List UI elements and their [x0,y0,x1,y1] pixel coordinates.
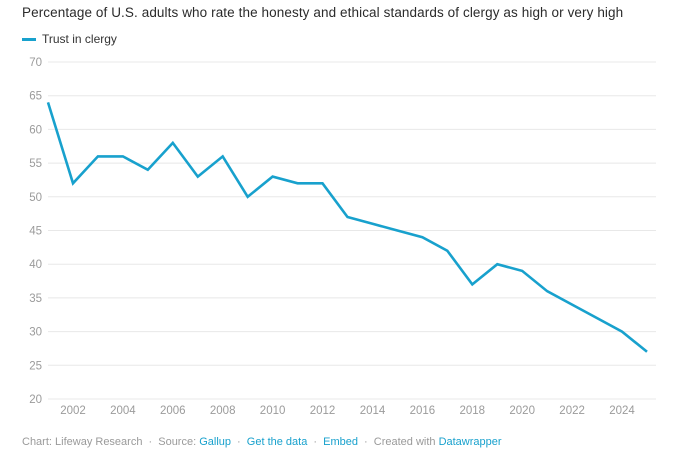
footer-link-gallup[interactable]: Gallup [199,436,231,448]
footer-text: Source: [158,436,200,448]
footer-text-lifeway-research: Lifeway Research [55,436,143,448]
x-axis-tick-label: 2006 [160,405,186,417]
y-axis-tick-label: 50 [29,192,42,204]
y-axis-tick-label: 45 [29,226,42,238]
y-axis-tick-label: 40 [29,259,42,271]
x-axis-tick-label: 2022 [559,405,585,417]
footer-link-get-the-data[interactable]: Get the data [246,436,308,448]
x-axis-tick-label: 2002 [60,405,86,417]
x-axis-tick-label: 2024 [609,405,635,417]
x-axis-tick-label: 2016 [410,405,436,417]
footer-text: Created with [373,436,439,448]
y-axis-tick-label: 30 [29,327,42,339]
footer-link-datawrapper[interactable]: Datawrapper [438,436,502,448]
y-axis-tick-label: 60 [29,124,42,136]
x-axis-tick-label: 2004 [110,405,136,417]
y-axis-tick-label: 20 [29,394,42,406]
legend-line-swatch [22,37,36,41]
x-axis-tick-label: 2012 [310,405,336,417]
line-chart-plot: 70 65 60 55 50 45 40 35 30 25 20 2002 2004 2006 2008 20… [29,57,656,417]
x-axis-tick-label: 2020 [509,405,535,417]
y-axis-tick-label: 35 [29,293,42,305]
chart-title: Percentage of U.S. adults who rate the h… [22,5,624,20]
footer-link-embed[interactable]: Embed [323,436,358,448]
y-axis-tick-label: 65 [29,91,42,103]
footer: Chart: Lifeway Research · Source: Gallup… [22,436,502,448]
legend-label: Trust in clergy [42,32,117,46]
y-axis-tick-label: 25 [29,360,42,372]
footer-text: Chart: [22,436,56,448]
footer-separator: · [360,436,371,448]
x-axis-tick-label: 2018 [460,405,486,417]
footer-separator: · [145,436,156,448]
y-axis-tick-label: 70 [29,57,42,69]
x-axis-tick-label: 2008 [210,405,236,417]
trend-line-trust-in-clergy [46,102,648,353]
x-axis-tick-label: 2014 [360,405,386,417]
x-axis-tick-label: 2010 [260,405,286,417]
footer-separator: · [310,436,321,448]
footer-separator: · [234,436,244,448]
y-axis-tick-label: 55 [29,158,42,170]
legend: Trust in clergy [22,32,117,46]
